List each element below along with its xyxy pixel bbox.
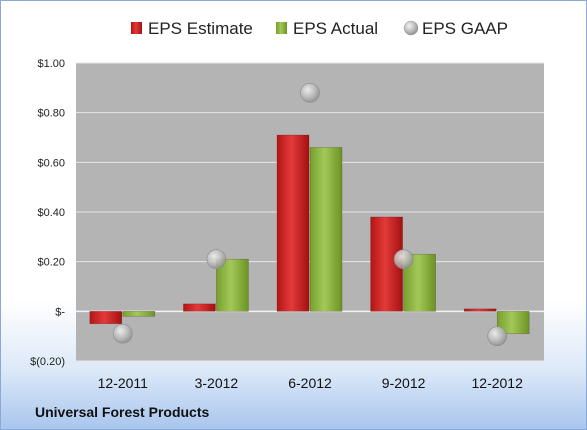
x-tick-label: 12-2012 <box>472 375 524 391</box>
y-tick-label: $0.40 <box>37 207 65 219</box>
eps-estimate-legend-swatch <box>131 22 142 34</box>
eps-actual-legend-swatch <box>276 22 287 34</box>
y-tick-label: $0.80 <box>37 108 65 120</box>
y-tick-label: $0.20 <box>37 257 65 269</box>
y-tick-label: $0.60 <box>37 157 65 169</box>
eps-estimate-bar <box>89 311 123 325</box>
y-axis-tick-labels: $1.00 $0.80 $0.60 $0.40 $0.20 $- $(0.20) <box>30 58 65 368</box>
x-tick-label: 9-2012 <box>382 375 426 391</box>
eps-gaap-marker <box>113 323 133 344</box>
y-tick-label: $1.00 <box>37 58 65 70</box>
eps-gaap-marker <box>300 83 320 103</box>
eps-estimate-bar <box>183 303 216 312</box>
eps-gaap-marker <box>487 326 508 346</box>
eps-actual-legend-label: EPS Actual <box>293 19 378 38</box>
x-axis-tick-labels: 12-2011 3-2012 6-2012 9-2012 12-2012 <box>98 375 523 391</box>
gaap-markers <box>113 83 508 346</box>
eps-actual-bar <box>122 311 156 317</box>
eps-gaap-legend-swatch <box>403 20 419 36</box>
x-tick-label: 12-2011 <box>98 375 149 391</box>
eps-actual-bar <box>496 311 530 334</box>
eps-estimate-legend-label: EPS Estimate <box>148 19 253 38</box>
eps-estimate-bar <box>463 308 497 312</box>
bars <box>89 134 530 334</box>
eps-gaap-marker <box>393 249 414 269</box>
legend: EPS Estimate EPS Actual EPS GAAP <box>131 19 508 38</box>
eps-estimate-bar <box>370 216 403 312</box>
eps-gaap-legend-label: EPS GAAP <box>422 19 508 38</box>
company-name: Universal Forest Products <box>35 404 209 420</box>
x-tick-label: 3-2012 <box>195 375 239 391</box>
eps-estimate-bar <box>276 134 310 312</box>
y-tick-label: $- <box>55 306 65 318</box>
y-tick-label: $(0.20) <box>30 356 65 368</box>
eps-gaap-marker <box>206 249 227 269</box>
eps-actual-bar <box>216 258 249 312</box>
eps-actual-bar <box>309 147 343 312</box>
x-tick-label: 6-2012 <box>288 375 332 391</box>
